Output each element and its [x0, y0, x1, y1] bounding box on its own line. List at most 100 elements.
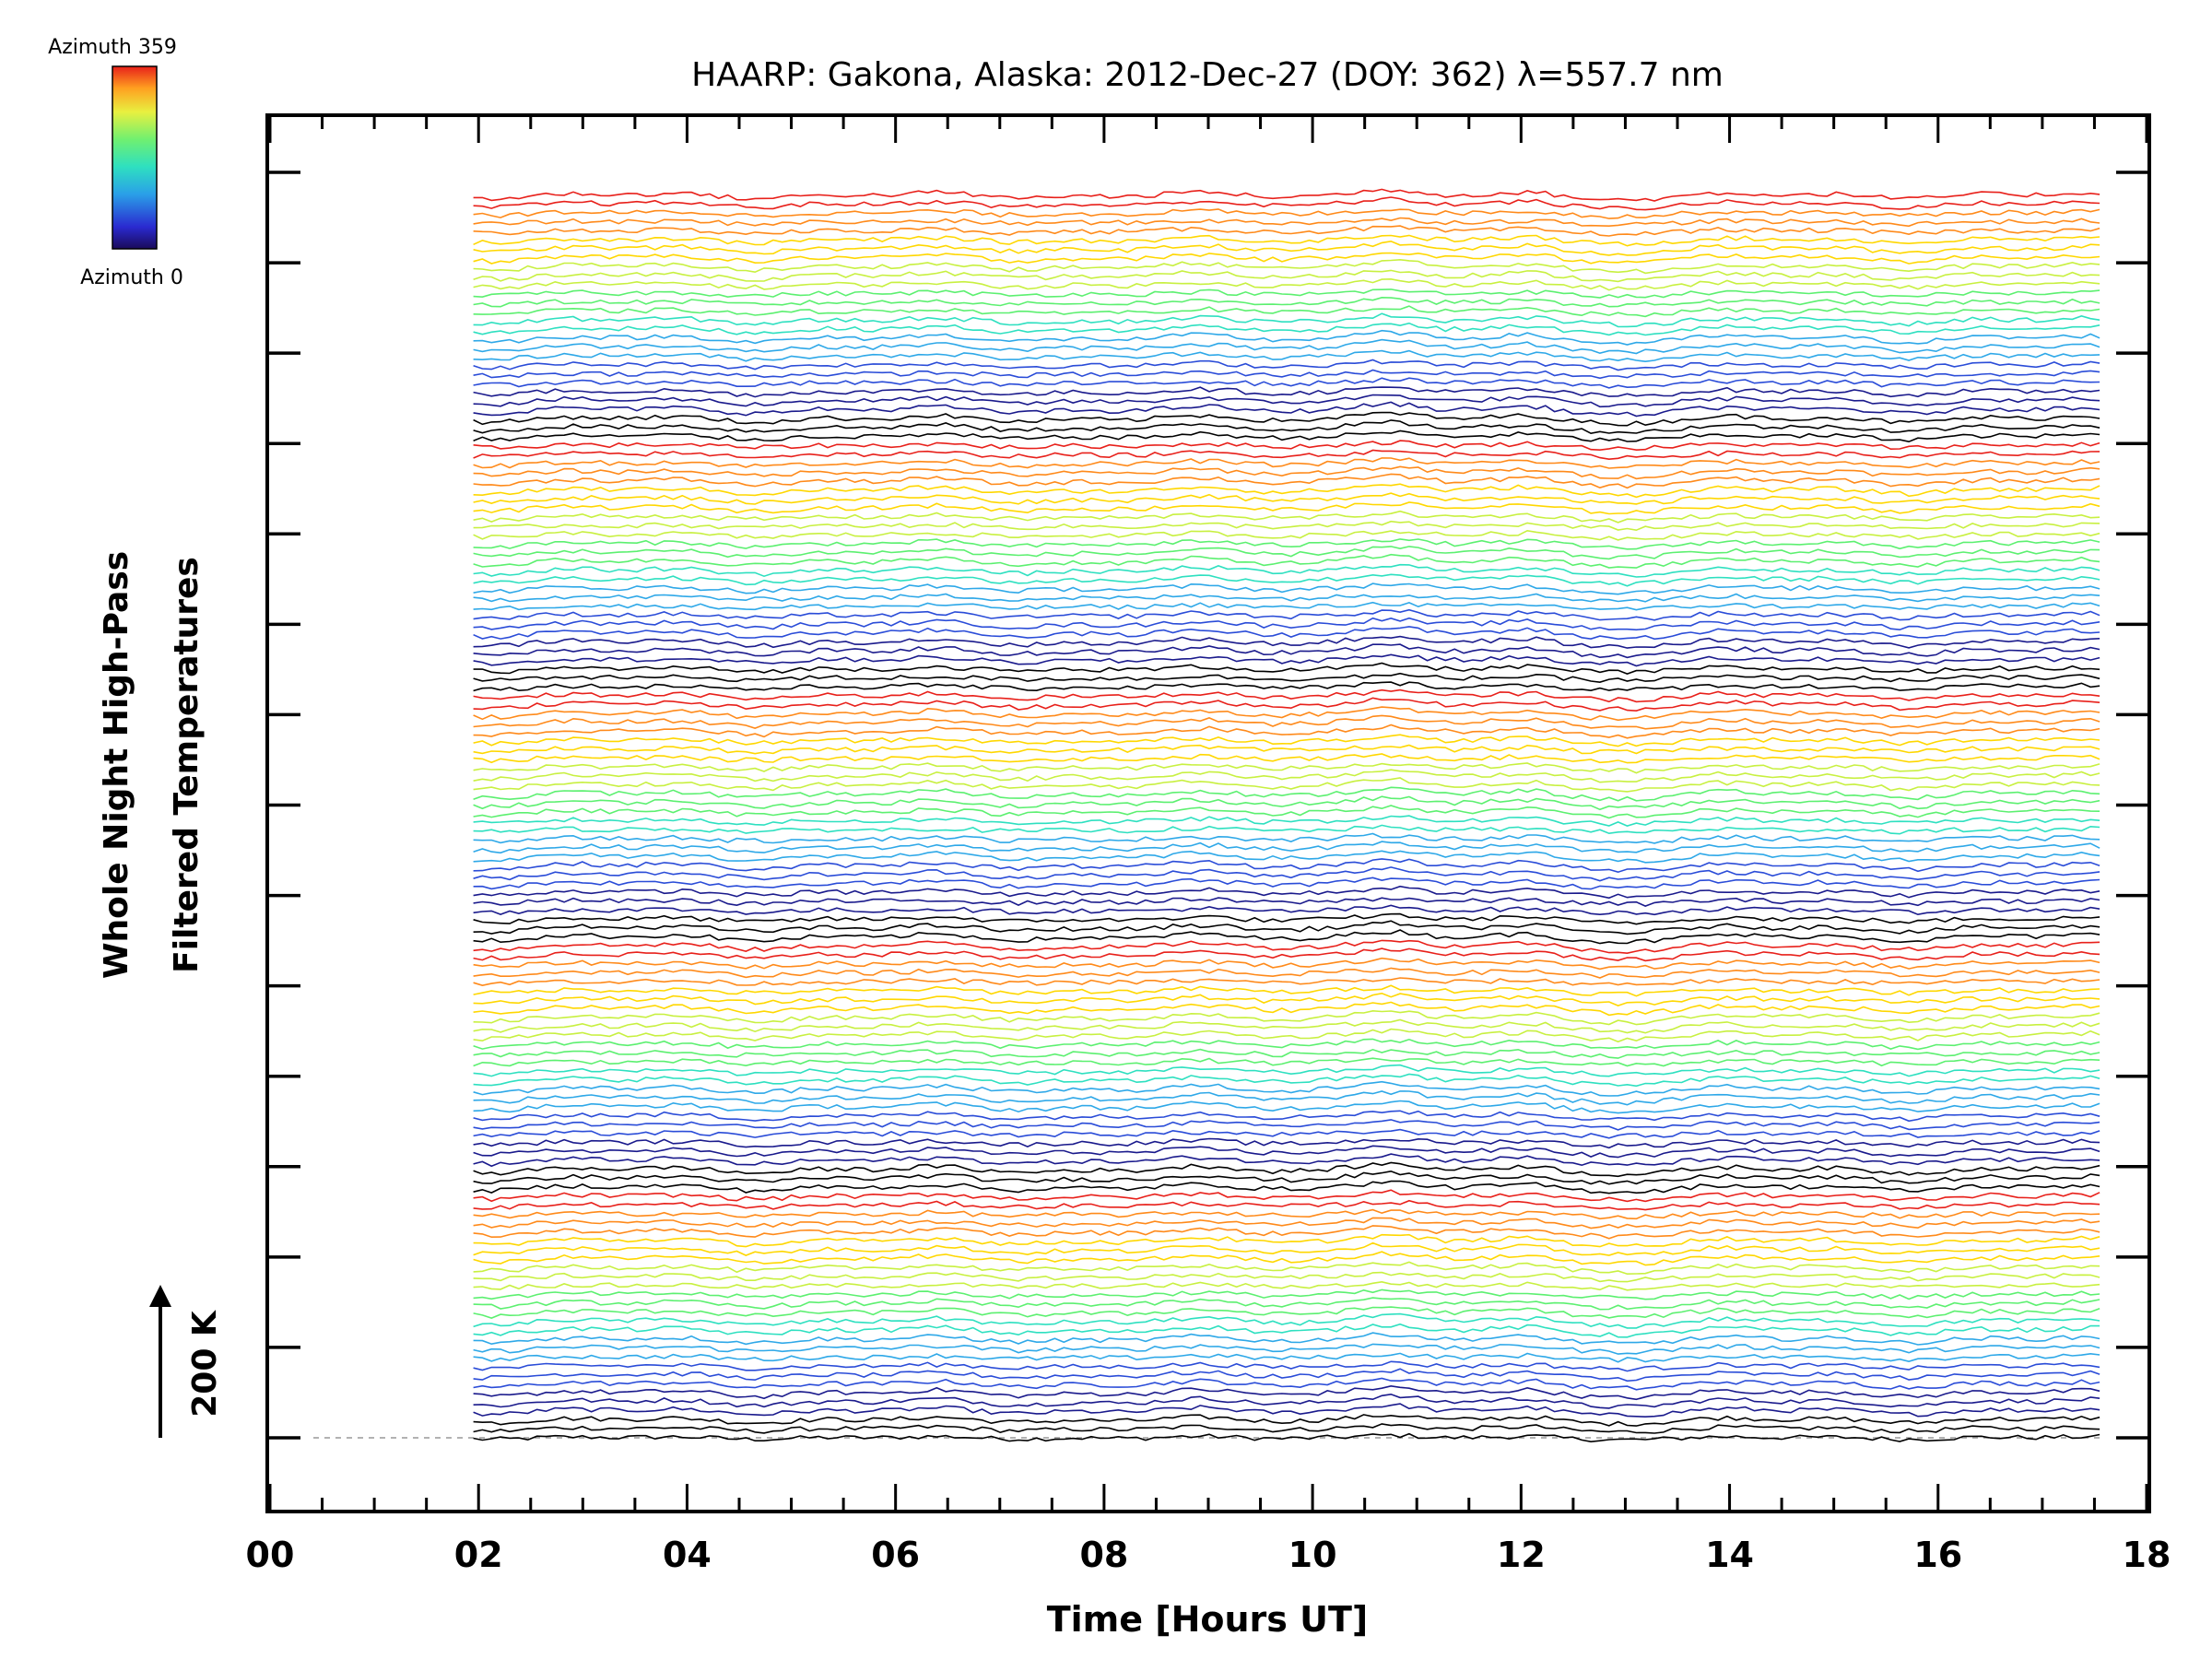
temperature-trace [473, 786, 2100, 802]
temperature-trace [473, 234, 2100, 247]
temperature-trace [473, 653, 2100, 667]
temperature-trace [473, 1110, 2100, 1123]
temperature-trace [473, 1432, 2100, 1443]
temperature-trace [473, 322, 2100, 336]
temperature-trace [473, 1312, 2100, 1329]
temperature-trace [473, 401, 2100, 418]
temperature-trace [473, 866, 2100, 882]
temperature-trace [473, 1128, 2100, 1139]
temperature-trace [473, 1393, 2100, 1409]
temperature-trace [473, 258, 2100, 275]
temperature-trace [473, 1332, 2100, 1346]
temperature-trace [473, 1001, 2100, 1017]
x-axis-label: Time [Hours UT] [1047, 1599, 1369, 1640]
temperature-trace [473, 1161, 2100, 1178]
temperature-trace [473, 394, 2100, 408]
temperature-trace [473, 573, 2100, 587]
x-tick-label: 18 [2123, 1535, 2171, 1575]
temperature-trace [473, 1241, 2100, 1256]
temperature-trace [473, 850, 2100, 864]
temperature-trace [473, 1261, 2100, 1276]
temperature-trace [473, 1280, 2100, 1291]
temperature-trace [473, 1100, 2100, 1114]
temperature-trace [473, 841, 2100, 854]
y-axis-label-line2: Filtered Temperatures [168, 557, 206, 973]
temperature-trace [473, 1170, 2100, 1185]
temperature-trace [473, 1288, 2100, 1300]
temperature-trace [473, 1271, 2100, 1283]
temperature-trace [473, 369, 2100, 380]
temperature-trace [473, 217, 2100, 228]
x-tick-label: 00 [246, 1535, 295, 1575]
x-tick-label: 10 [1288, 1535, 1337, 1575]
temperature-trace [473, 429, 2100, 443]
temperature-trace [473, 608, 2100, 621]
temperature-trace [473, 312, 2100, 328]
temperature-trace [473, 858, 2100, 874]
colorbar [112, 65, 158, 250]
temperature-trace [473, 473, 2100, 489]
temperature-trace [473, 601, 2100, 611]
temperature-trace [473, 662, 2100, 675]
temperature-trace [473, 957, 2100, 971]
temperature-trace [473, 1384, 2100, 1401]
temperature-trace [473, 465, 2100, 480]
temperature-trace [473, 1251, 2100, 1266]
temperature-trace [473, 296, 2100, 308]
temperature-trace [473, 706, 2100, 722]
x-tick-label: 06 [871, 1535, 920, 1575]
temperature-trace [473, 635, 2100, 649]
temperature-trace [473, 1028, 2100, 1043]
temperature-trace [473, 769, 2100, 783]
temperature-trace [473, 897, 2100, 907]
temperature-trace [473, 269, 2100, 283]
temperature-trace [473, 1297, 2100, 1311]
temperature-trace [473, 939, 2100, 955]
temperature-trace [473, 1153, 2100, 1168]
temperature-trace [473, 688, 2100, 703]
temperature-trace [473, 419, 2100, 435]
temperature-trace [473, 967, 2100, 979]
temperature-trace [473, 1323, 2100, 1338]
temperature-traces [473, 188, 2100, 1443]
temperature-trace [473, 1414, 2100, 1427]
temperature-trace [473, 1352, 2100, 1363]
temperature-trace [473, 795, 2100, 811]
temperature-trace [473, 386, 2100, 398]
temperature-trace [473, 762, 2100, 774]
temperature-trace [473, 617, 2100, 631]
temperature-trace [473, 546, 2100, 560]
temperature-trace [473, 240, 2100, 256]
colorbar-legend: Azimuth 359 Azimuth 0 [48, 36, 183, 289]
temperature-trace [473, 1377, 2100, 1391]
axis-ticks [267, 115, 2149, 1512]
temperature-trace [473, 753, 2100, 764]
temperature-trace [473, 777, 2100, 793]
x-tick-labels: 00 02 04 06 08 10 12 14 16 18 [246, 1535, 2171, 1575]
colorbar-top-label: Azimuth 359 [48, 36, 177, 59]
temperature-trace [473, 538, 2100, 550]
temperature-trace [473, 832, 2100, 844]
temperature-trace [473, 510, 2100, 524]
temperature-trace [473, 440, 2100, 452]
temperature-trace [473, 1423, 2100, 1434]
scale-bar-label: 200 K [186, 1310, 224, 1418]
temperature-trace [473, 1038, 2100, 1051]
temperature-trace [473, 1225, 2100, 1240]
temperature-trace [473, 1009, 2100, 1026]
temperature-trace [473, 1119, 2100, 1131]
temperature-trace [473, 815, 2100, 827]
temperature-trace [473, 697, 2100, 712]
temperature-trace [473, 457, 2100, 469]
temperature-trace [473, 277, 2100, 291]
temperature-trace [473, 1208, 2100, 1220]
temperature-trace [473, 563, 2100, 578]
temperature-trace [473, 1180, 2100, 1194]
temperature-trace [473, 1217, 2100, 1230]
temperature-trace [473, 724, 2100, 739]
temperature-trace [473, 929, 2100, 945]
x-tick-label: 04 [663, 1535, 712, 1575]
temperature-trace [473, 349, 2100, 363]
temperature-trace [473, 501, 2100, 515]
